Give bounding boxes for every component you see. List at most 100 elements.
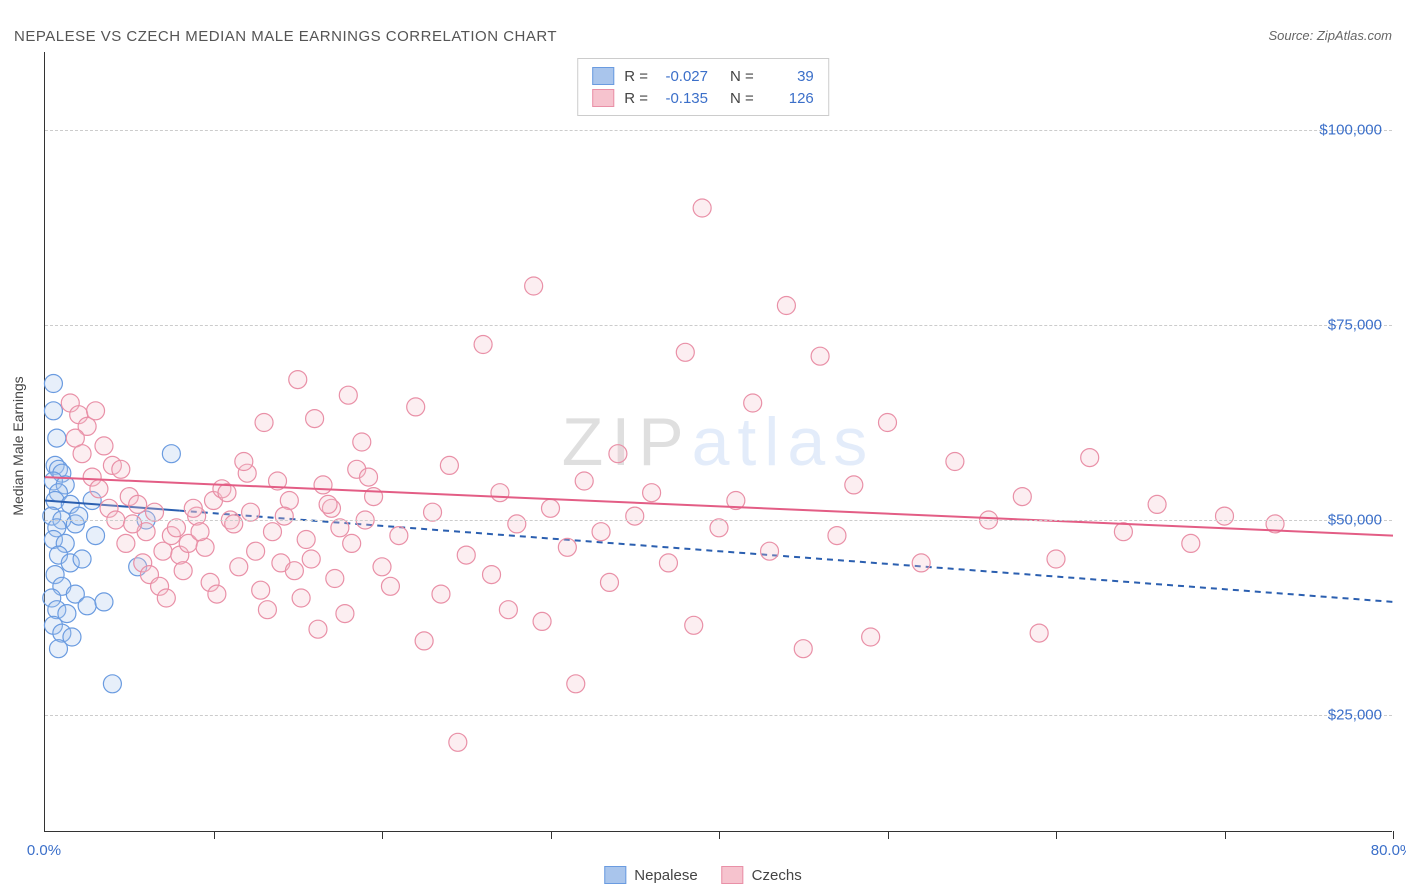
scatter-point [218,484,236,502]
scatter-point [685,616,703,634]
scatter-point [208,585,226,603]
scatter-point [292,589,310,607]
scatter-point [491,484,509,502]
scatter-point [575,472,593,490]
scatter-point [600,573,618,591]
scatter-point [360,468,378,486]
legend-n-value: 39 [764,68,814,85]
scatter-point [533,612,551,630]
y-axis-label: Median Male Earnings [10,376,26,515]
legend-series-label: Czechs [752,867,802,884]
legend-swatch [722,866,744,884]
scatter-point [381,577,399,595]
scatter-point [424,503,442,521]
y-tick-label: $25,000 [1272,707,1382,724]
scatter-point [744,394,762,412]
scatter-point [1081,449,1099,467]
scatter-point [643,484,661,502]
scatter-point [862,628,880,646]
scatter-point [1216,507,1234,525]
x-tick-label: 0.0% [27,842,61,859]
scatter-point [339,386,357,404]
legend-n-label: N = [730,68,754,85]
legend-r-value: -0.027 [658,68,708,85]
scatter-point [1114,523,1132,541]
chart-title: NEPALESE VS CZECH MEDIAN MALE EARNINGS C… [14,28,557,45]
scatter-point [174,562,192,580]
legend-swatch [592,67,614,85]
scatter-point [879,414,897,432]
scatter-point [103,675,121,693]
scatter-point [275,507,293,525]
scatter-point [167,519,185,537]
scatter-point [184,499,202,517]
scatter-point [449,733,467,751]
scatter-point [73,445,91,463]
gridline-horizontal [45,325,1392,326]
gridline-horizontal [45,520,1392,521]
scatter-point [314,476,332,494]
legend-series-label: Nepalese [634,867,697,884]
y-tick-label: $75,000 [1272,317,1382,334]
scatter-point [912,554,930,572]
scatter-point [676,343,694,361]
scatter-point [255,414,273,432]
chart-container: NEPALESE VS CZECH MEDIAN MALE EARNINGS C… [0,0,1406,892]
scatter-point [499,601,517,619]
scatter-point [252,581,270,599]
scatter-point [336,605,354,623]
scatter-point [297,531,315,549]
scatter-point [626,507,644,525]
scatter-point [946,453,964,471]
legend-swatch [592,89,614,107]
source-attribution: Source: ZipAtlas.com [1268,28,1392,43]
scatter-point [331,519,349,537]
scatter-point [483,566,501,584]
scatter-point [1182,534,1200,552]
y-tick-label: $50,000 [1272,512,1382,529]
scatter-point [828,527,846,545]
legend-stats-row: R =-0.027N =39 [592,65,814,87]
x-tick-mark [888,831,889,839]
scatter-point [761,542,779,560]
scatter-point [1148,495,1166,513]
legend-stats: R = -0.027 N = 39 R =-0.135N =126 [577,58,829,116]
scatter-point [235,453,253,471]
scatter-point [811,347,829,365]
scatter-point [112,460,130,478]
scatter-point [373,558,391,576]
scatter-point [777,297,795,315]
scatter-point [87,527,105,545]
gridline-horizontal [45,715,1392,716]
scatter-point [191,523,209,541]
scatter-point [432,585,450,603]
scatter-point [90,480,108,498]
scatter-point [263,523,281,541]
scatter-point [693,199,711,217]
scatter-point [659,554,677,572]
scatter-point [390,527,408,545]
scatter-point [70,507,88,525]
scatter-point [87,402,105,420]
scatter-point [1047,550,1065,568]
x-tick-label: 80.0% [1371,842,1406,859]
x-tick-mark [1225,831,1226,839]
x-tick-mark [1056,831,1057,839]
scatter-point [558,538,576,556]
scatter-point [567,675,585,693]
y-tick-label: $100,000 [1272,122,1382,139]
legend-series-item: Nepalese [604,866,697,884]
scatter-point [49,640,67,658]
scatter-point [44,375,62,393]
scatter-point [247,542,265,560]
legend-r-label: R = [624,90,648,107]
x-tick-mark [719,831,720,839]
legend-stats-row: R =-0.135N =126 [592,87,814,109]
scatter-point [258,601,276,619]
scatter-point [440,456,458,474]
scatter-point [157,589,175,607]
scatter-point [225,515,243,533]
x-tick-mark [214,831,215,839]
scatter-point [44,402,62,420]
scatter-point [542,499,560,517]
